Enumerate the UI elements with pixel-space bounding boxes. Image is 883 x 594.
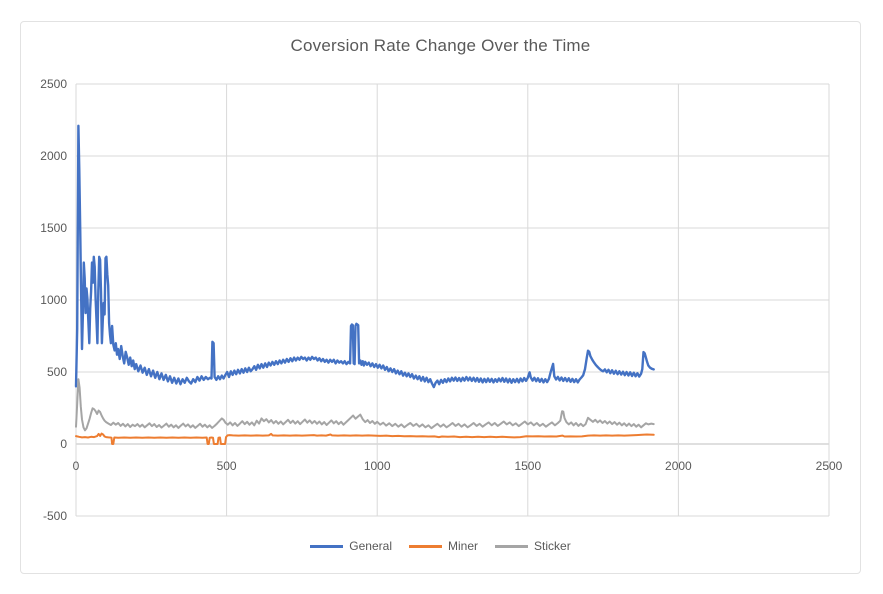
y-tick-label: 2500 bbox=[40, 77, 67, 91]
y-tick-label: 1000 bbox=[40, 293, 67, 307]
miner-line-swatch-icon bbox=[409, 544, 442, 548]
general-line-swatch-icon bbox=[310, 544, 344, 548]
legend-label-miner: Miner bbox=[448, 539, 479, 553]
x-tick-label: 0 bbox=[72, 459, 80, 473]
legend-label-general: General bbox=[349, 539, 392, 553]
plot-svg bbox=[74, 83, 830, 517]
chart-title: Coversion Rate Change Over the Time bbox=[290, 36, 591, 55]
y-tick-label: 500 bbox=[46, 365, 67, 379]
x-tick-label: 1500 bbox=[514, 459, 542, 473]
sticker-line-swatch-icon bbox=[495, 544, 529, 548]
chart-frame: Coversion Rate Change Over the Time -500… bbox=[20, 21, 861, 574]
y-tick-label: 1500 bbox=[40, 221, 67, 235]
legend-item-miner[interactable]: Miner bbox=[409, 539, 478, 553]
x-tick-label: 1000 bbox=[363, 459, 391, 473]
x-tick-label: 2000 bbox=[665, 459, 692, 473]
x-tick-label: 2500 bbox=[815, 459, 843, 473]
legend-label-sticker: Sticker bbox=[534, 539, 571, 553]
y-tick-label: 2000 bbox=[40, 149, 67, 163]
y-tick-label: -500 bbox=[42, 509, 67, 523]
legend-item-general[interactable]: General bbox=[310, 539, 392, 553]
x-tick-label: 500 bbox=[216, 459, 237, 473]
y-tick-label: 0 bbox=[60, 437, 67, 451]
legend-item-sticker[interactable]: Sticker bbox=[495, 539, 571, 553]
legend: General Miner Sticker bbox=[21, 536, 860, 556]
